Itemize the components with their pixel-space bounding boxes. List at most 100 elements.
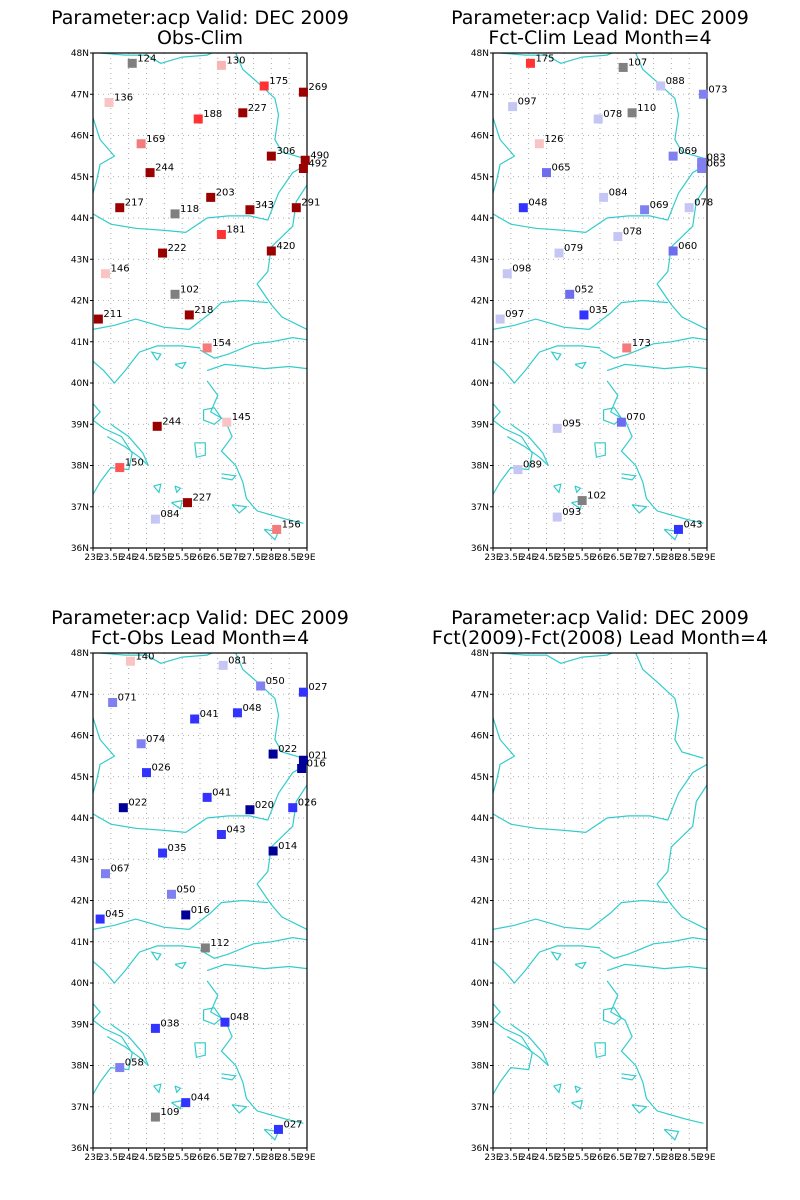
station-marker (552, 512, 562, 522)
station-value-label: 150 (125, 458, 144, 469)
y-tick-label: 38N (471, 1062, 489, 1072)
station-marker (218, 660, 228, 670)
station-marker (266, 246, 276, 256)
coastline (235, 653, 304, 759)
x-tick-label: 23.5E (98, 553, 124, 563)
panel-subtitle: Fct(2009)-Fct(2008) Lead Month=4 (432, 627, 768, 649)
x-tick-label: 27.5E (641, 1153, 667, 1163)
coastline (93, 402, 133, 495)
coastline (206, 980, 304, 1124)
station-value-label: 074 (146, 734, 165, 745)
station-value-label: 026 (152, 763, 171, 774)
station-marker (216, 830, 226, 839)
coastline (663, 1128, 680, 1141)
coastline (111, 1167, 147, 1175)
station-value-label: 022 (278, 744, 297, 755)
y-tick-label: 47N (471, 690, 489, 700)
station-marker (288, 803, 298, 813)
station-value-label: 079 (564, 243, 583, 254)
y-tick-label: 46N (71, 132, 89, 142)
x-tick-label: 24E (520, 553, 537, 563)
station-marker (552, 423, 562, 433)
station-value-label: 081 (228, 655, 247, 666)
panel-subtitle: Obs-Clim (157, 27, 243, 49)
station-marker (127, 58, 137, 68)
station-marker (554, 248, 564, 258)
x-tick-label: 23E (84, 553, 101, 563)
coastline (93, 715, 116, 794)
station-value-label: 035 (168, 843, 187, 854)
station-marker (298, 755, 308, 765)
coastline (93, 115, 116, 194)
station-value-label: 218 (194, 305, 213, 316)
coastline (493, 163, 707, 234)
y-tick-label: 42N (471, 297, 489, 307)
panel-title: Parameter:acp Valid: DEC 2009 (451, 7, 749, 29)
station-value-label: 188 (203, 109, 222, 120)
station-value-label: 093 (562, 507, 581, 518)
station-marker (232, 708, 242, 718)
y-tick-label: 38N (471, 462, 489, 472)
station-marker (613, 232, 623, 242)
x-tick-label: 23E (484, 1153, 501, 1163)
station-value-label: 217 (125, 198, 144, 209)
station-value-label: 071 (118, 693, 137, 704)
station-value-label: 052 (575, 284, 594, 295)
y-tick-label: 44N (71, 814, 89, 824)
coastline (594, 442, 606, 458)
station-value-label: 041 (212, 787, 231, 798)
station-marker (542, 168, 551, 178)
y-tick-label: 41N (71, 338, 89, 348)
station-value-label: 175 (269, 76, 288, 87)
station-value-label: 069 (678, 146, 697, 157)
coastline-layer (93, 53, 307, 541)
coastline (171, 499, 183, 510)
y-tick-label: 39N (471, 1020, 489, 1030)
station-marker (181, 910, 191, 920)
y-tick-label: 40N (471, 379, 489, 389)
y-tick-label: 43N (71, 855, 89, 865)
station-marker (618, 62, 628, 72)
station-value-label: 050 (176, 884, 195, 895)
station-marker (256, 681, 266, 691)
station-value-label: 112 (210, 938, 229, 949)
y-tick-label: 47N (471, 90, 489, 100)
panel-subtitle: Fct-Clim Lead Month=4 (488, 27, 711, 49)
station-value-label: 067 (110, 864, 129, 875)
y-tick-label: 44N (71, 214, 89, 224)
y-tick-label: 38N (71, 1062, 89, 1072)
coastline (174, 361, 187, 370)
coastline (656, 184, 707, 330)
station-marker (272, 524, 282, 534)
map-panel-fct-diff: Parameter:acp Valid: DEC 2009Fct(2009)-F… (432, 607, 768, 1163)
station-value-label: 078 (603, 109, 622, 120)
station-marker (698, 89, 708, 99)
y-tick-label: 45N (471, 173, 489, 183)
station-marker (150, 514, 160, 524)
coastline (194, 1042, 206, 1059)
y-tick-label: 37N (71, 1103, 89, 1113)
station-value-label: 065 (707, 159, 726, 170)
coastline (150, 951, 162, 961)
station-value-label: 070 (626, 412, 645, 423)
x-tick-label: 26E (591, 1153, 608, 1163)
x-tick-label: 26.5E (205, 1153, 231, 1163)
coastline (606, 380, 704, 524)
x-tick-label: 29E (698, 1153, 715, 1163)
station-marker (95, 914, 105, 924)
station-marker (668, 151, 678, 161)
station-value-label: 140 (135, 651, 154, 662)
coastline (602, 1007, 623, 1025)
station-value-label: 269 (308, 82, 327, 93)
station-marker (593, 114, 603, 124)
station-marker (136, 739, 146, 749)
station-marker (181, 1098, 191, 1108)
station-marker (273, 1124, 283, 1134)
coastline (221, 1073, 237, 1081)
y-tick-label: 47N (71, 690, 89, 700)
station-marker (166, 889, 176, 899)
x-tick-label: 24.5E (534, 553, 560, 563)
station-value-label: 089 (523, 460, 542, 471)
x-tick-label: 26.5E (605, 553, 631, 563)
